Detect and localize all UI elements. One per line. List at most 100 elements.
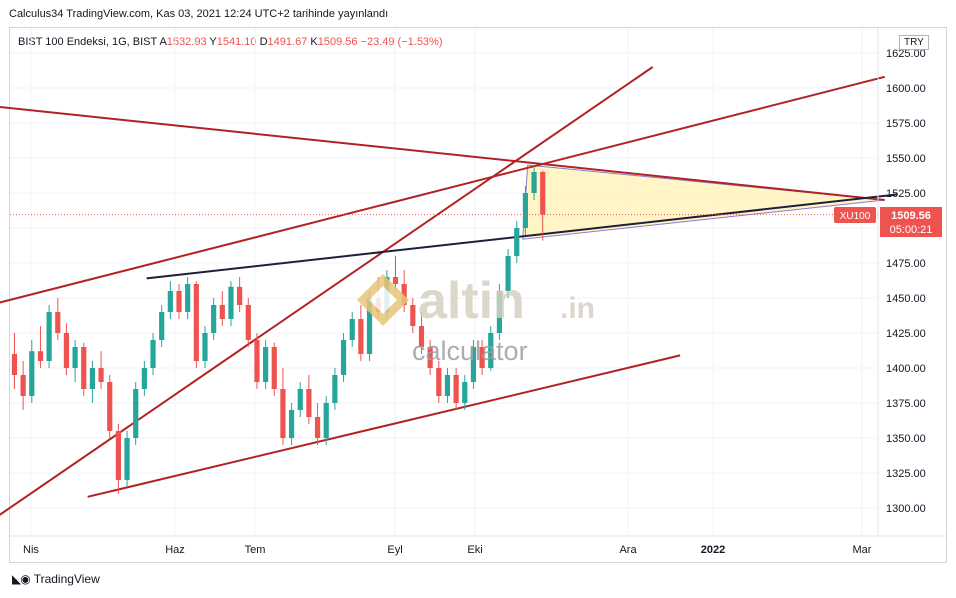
candle-body (410, 305, 416, 326)
candle (410, 298, 416, 333)
candle (46, 305, 52, 368)
candle-body (141, 368, 147, 389)
time-axis: Nis Haz Tem Eyl Eki Ara 2022 Mar (23, 544, 872, 556)
candle-body (167, 291, 173, 312)
open-value: 1532.93 (166, 36, 207, 48)
candle-body (176, 291, 182, 312)
candle-body (288, 410, 295, 438)
candle (349, 312, 355, 347)
candle-body (263, 347, 269, 382)
candle (436, 361, 442, 403)
candle-body (81, 347, 87, 389)
currency-label[interactable]: TRY (899, 35, 929, 50)
candle (185, 277, 191, 319)
y-tick-label: 1375.00 (886, 398, 926, 410)
candle-body (37, 351, 44, 361)
watermark-brand: altin (418, 272, 525, 330)
candle-body (418, 326, 425, 347)
y-tick-label: 1450.00 (886, 293, 926, 305)
candle-body (340, 340, 347, 375)
price-badge-countdown: 05:00:21 (890, 224, 933, 236)
candle (115, 424, 121, 494)
y-tick-label: 1600.00 (886, 83, 926, 95)
x-tick-label: Ara (619, 544, 637, 556)
candle (271, 342, 277, 396)
y-tick-label: 1350.00 (886, 433, 926, 445)
x-tick-label: Eyl (387, 544, 402, 556)
candle-body (297, 389, 303, 410)
candle-body (211, 305, 217, 333)
candle (314, 403, 321, 445)
candle (228, 281, 234, 326)
publish-header: Calculus34 TradingView.com, Kas 03, 2021… (9, 8, 389, 20)
candle (245, 298, 251, 347)
candle (323, 396, 329, 445)
candle (98, 351, 104, 389)
watermark-logo: altin .in calculator (357, 272, 595, 366)
trendline (0, 105, 885, 201)
candle-body (55, 312, 61, 333)
candle-body (462, 382, 468, 403)
y-tick-label: 1325.00 (886, 468, 926, 480)
candle (479, 340, 485, 375)
x-tick-label: Nis (23, 544, 39, 556)
candle-body (20, 375, 26, 396)
candle (418, 312, 425, 354)
y-tick-label: 1475.00 (886, 258, 926, 270)
candle (29, 340, 35, 403)
candle (193, 281, 199, 368)
candle (20, 361, 26, 410)
candle-body (323, 403, 329, 438)
candle-body (453, 375, 459, 403)
candle (219, 291, 225, 326)
candle-body (479, 347, 485, 368)
candle-body (133, 389, 139, 438)
candle-body (496, 291, 503, 333)
candle (514, 221, 520, 263)
candle-body (63, 333, 70, 368)
watermark-coin-icon (357, 274, 409, 326)
candle-body (29, 351, 35, 396)
candle-body (72, 347, 78, 368)
candle-body (306, 389, 312, 417)
candle-body (254, 340, 260, 382)
trendline (87, 354, 681, 498)
candle-body (280, 389, 286, 438)
candle-body (314, 417, 321, 438)
trendline-layer (0, 66, 898, 516)
candle (159, 305, 165, 347)
candle (340, 333, 347, 382)
y-tick-label: 1300.00 (886, 503, 926, 515)
trendline (0, 66, 654, 516)
candle-body (271, 347, 277, 389)
candles-layer (11, 165, 546, 494)
candle (288, 403, 295, 445)
candle (488, 326, 494, 371)
x-tick-label: Mar (853, 544, 872, 556)
candle-body (228, 286, 234, 319)
candle (124, 431, 130, 487)
trendline (146, 193, 898, 280)
symbol-legend: BIST 100 Endeksi, 1G, BIST A1532.93 Y154… (18, 36, 443, 48)
candle-body (358, 319, 364, 354)
symbol-badge: XU100 (834, 207, 876, 223)
candle-body (202, 333, 208, 361)
candle (55, 298, 61, 340)
candle (522, 186, 528, 235)
candle-body (245, 305, 251, 340)
candle (306, 375, 312, 424)
candle (141, 361, 147, 396)
candle (297, 382, 303, 417)
symbol-name[interactable]: BIST 100 Endeksi, 1G, BIST (18, 36, 157, 48)
candle-body (470, 347, 477, 382)
price-badge-value: 1509.56 (891, 210, 931, 222)
tradingview-logo-icon: ◣◉ (12, 572, 31, 586)
candle-body (488, 333, 494, 368)
watermark-suffix: .in (560, 292, 595, 325)
candle (37, 326, 44, 368)
candle (496, 284, 503, 340)
candle (211, 298, 217, 340)
candle-body (115, 431, 121, 480)
chart-frame (9, 27, 947, 563)
